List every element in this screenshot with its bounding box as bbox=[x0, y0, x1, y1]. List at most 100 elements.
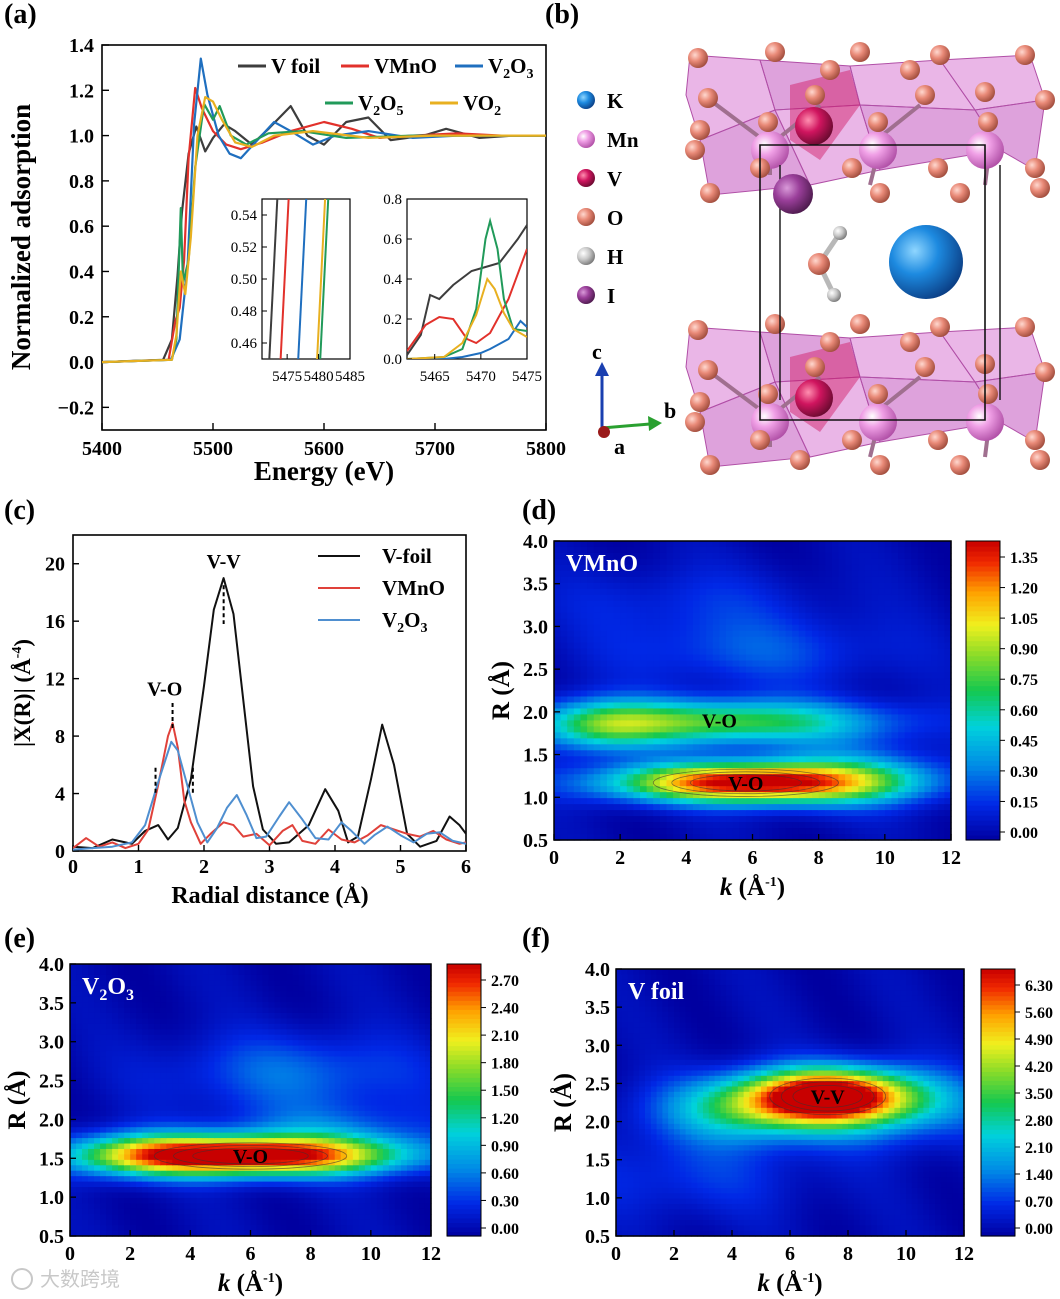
heatmap-cell bbox=[124, 1089, 131, 1096]
heatmap-cell bbox=[130, 1165, 137, 1172]
heatmap-cell bbox=[673, 768, 681, 775]
mn-atom bbox=[859, 403, 897, 441]
heatmap-cell bbox=[226, 1214, 234, 1221]
heatmap-cell bbox=[871, 774, 879, 781]
heatmap-cell bbox=[606, 810, 615, 817]
heatmap-cell bbox=[692, 684, 701, 692]
heatmap-cell bbox=[699, 672, 707, 680]
heatmap-cell bbox=[825, 714, 833, 721]
heatmap-cell bbox=[196, 1181, 203, 1188]
heatmap-cell bbox=[759, 690, 767, 698]
o-atom bbox=[820, 332, 840, 352]
heatmap-cell bbox=[706, 618, 714, 626]
heatmap-cell bbox=[160, 1225, 167, 1232]
heatmap-cell bbox=[871, 696, 879, 704]
heatmap-cell bbox=[256, 1012, 264, 1019]
heatmap-cell bbox=[587, 720, 595, 727]
heatmap-cell bbox=[226, 969, 234, 976]
heatmap-cell bbox=[190, 1067, 197, 1074]
heatmap-cell bbox=[818, 546, 826, 554]
heatmap-cell bbox=[759, 642, 767, 650]
heatmap-cell bbox=[646, 750, 654, 757]
heatmap-cell bbox=[580, 576, 588, 584]
heatmap-cell bbox=[719, 690, 727, 698]
heatmap-cell bbox=[136, 1176, 143, 1183]
heatmap-cell bbox=[679, 792, 687, 799]
heatmap-cell bbox=[937, 636, 945, 644]
heatmap-cell bbox=[739, 714, 747, 721]
heatmap-cell bbox=[208, 1154, 215, 1161]
heatmap-cell bbox=[106, 1132, 113, 1139]
heatmap-cell bbox=[593, 618, 601, 626]
heatmap-cell bbox=[88, 1197, 95, 1204]
heatmap-cell bbox=[250, 991, 258, 998]
heatmap-cell bbox=[554, 816, 562, 823]
heatmap-cell bbox=[659, 552, 668, 560]
heatmap-cell bbox=[208, 1127, 215, 1134]
heatmap-cell bbox=[798, 696, 807, 704]
heatmap-cell bbox=[587, 618, 595, 626]
legend-atom-h-icon bbox=[577, 247, 595, 265]
heatmap-cell bbox=[100, 1197, 107, 1204]
heatmap-cell bbox=[712, 744, 721, 751]
heatmap-cell bbox=[256, 1051, 264, 1058]
heatmap-cell bbox=[232, 1225, 240, 1232]
heatmap-cell bbox=[100, 1121, 107, 1128]
o-atom bbox=[950, 455, 970, 475]
heatmap-cell bbox=[891, 618, 899, 626]
heatmap-cell bbox=[118, 1029, 125, 1036]
heatmap-cell bbox=[214, 1176, 222, 1183]
heatmap-cell bbox=[864, 624, 873, 632]
heatmap-cell bbox=[924, 762, 932, 769]
heatmap-cell bbox=[232, 1078, 240, 1085]
heatmap-cell bbox=[666, 570, 674, 578]
heatmap-cell bbox=[706, 636, 714, 644]
heatmap-cell bbox=[250, 1067, 258, 1074]
heatmap-cell bbox=[812, 678, 820, 686]
heatmap-cell bbox=[653, 552, 661, 560]
heatmap-cell bbox=[845, 714, 853, 721]
heatmap-cell bbox=[593, 744, 601, 751]
heatmap-cell bbox=[124, 1083, 131, 1090]
heatmap-cell bbox=[160, 1018, 167, 1025]
heatmap-cell bbox=[692, 696, 701, 704]
heatmap-cell bbox=[214, 1094, 222, 1101]
heatmap-cell bbox=[878, 696, 886, 704]
heatmap-cell bbox=[765, 594, 773, 602]
heatmap-cell bbox=[82, 1034, 89, 1041]
heatmap-cell bbox=[891, 732, 899, 739]
heatmap-cell bbox=[739, 696, 747, 704]
heatmap-cell bbox=[208, 1029, 215, 1036]
heatmap-cell bbox=[726, 546, 734, 554]
heatmap-cell bbox=[765, 618, 773, 626]
heatmap-cell bbox=[659, 541, 668, 548]
heatmap-cell bbox=[154, 1094, 161, 1101]
heatmap-cell bbox=[100, 1176, 107, 1183]
heatmap-cell bbox=[106, 1023, 113, 1030]
heatmap-cell bbox=[244, 1187, 252, 1194]
heatmap-cell bbox=[202, 1165, 209, 1172]
heatmap-cell bbox=[606, 696, 615, 704]
heatmap-cell bbox=[573, 816, 582, 823]
heatmap-cell bbox=[202, 1045, 209, 1052]
heatmap-cell bbox=[898, 690, 906, 698]
heatmap-cell bbox=[256, 1067, 264, 1074]
heatmap-cell bbox=[646, 606, 654, 614]
heatmap-cell bbox=[587, 756, 595, 763]
heatmap-cell bbox=[148, 1040, 155, 1047]
heatmap-cell bbox=[666, 582, 674, 590]
heatmap-cell bbox=[148, 1197, 155, 1204]
heatmap-cell bbox=[805, 690, 813, 698]
heatmap-cell bbox=[871, 690, 879, 698]
heatmap-cell bbox=[214, 1072, 222, 1079]
heatmap-cell bbox=[554, 738, 562, 745]
heatmap-cell bbox=[891, 714, 899, 721]
heatmap-cell bbox=[580, 672, 588, 680]
heatmap-cell bbox=[580, 828, 588, 835]
heatmap-cell bbox=[190, 1089, 197, 1096]
heatmap-cell bbox=[620, 744, 628, 751]
heatmap-cell bbox=[208, 1072, 215, 1079]
heatmap-cell bbox=[726, 594, 734, 602]
heatmap-cell bbox=[772, 642, 780, 650]
heatmap-peak-label: V-O bbox=[702, 710, 737, 732]
